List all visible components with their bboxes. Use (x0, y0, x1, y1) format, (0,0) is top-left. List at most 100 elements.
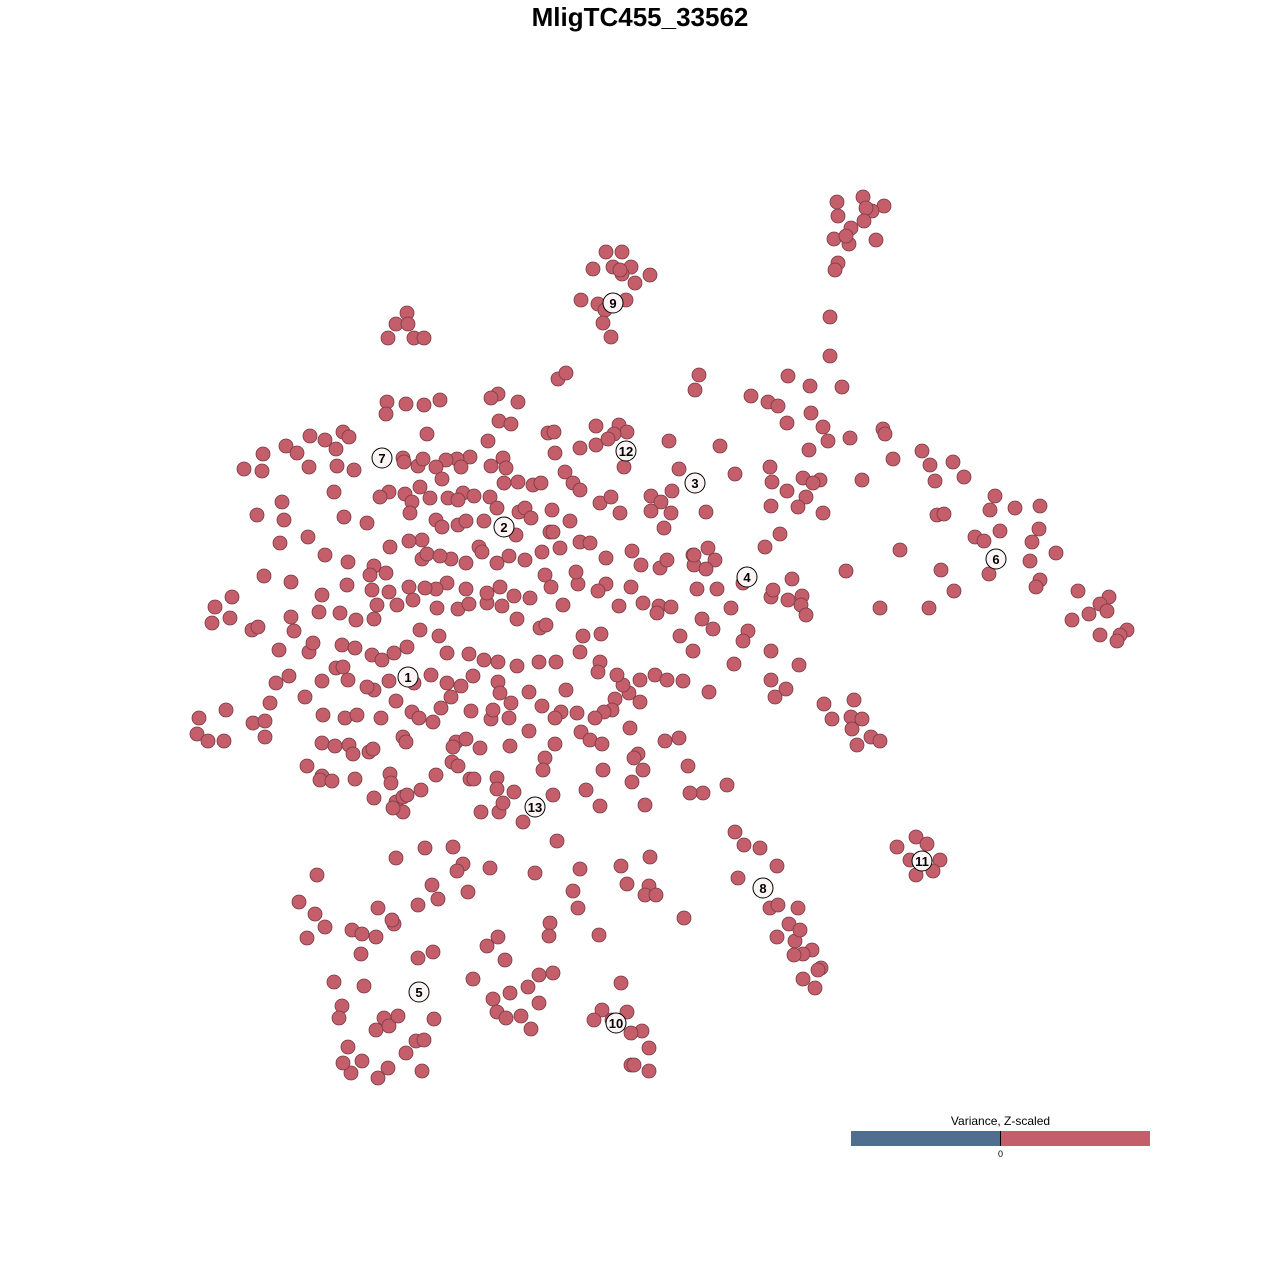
data-point (439, 645, 455, 661)
data-point (594, 1002, 610, 1018)
data-point (659, 672, 675, 688)
data-point (769, 929, 785, 945)
data-point (822, 348, 838, 364)
data-point (399, 787, 415, 803)
data-point (558, 682, 574, 698)
data-point (327, 738, 343, 754)
data-point (635, 595, 651, 611)
data-point (364, 582, 380, 598)
data-point (534, 544, 550, 560)
data-point (423, 667, 439, 683)
data-point (772, 526, 788, 542)
cluster-label-badge (752, 877, 774, 899)
data-point (289, 445, 305, 461)
data-point (981, 566, 997, 582)
cluster-label-2: 2 (493, 516, 515, 538)
data-point (366, 790, 382, 806)
data-point (479, 938, 495, 954)
cluster-label-text: 1 (404, 670, 411, 685)
data-point (792, 922, 808, 938)
data-point (877, 426, 893, 442)
data-point (588, 418, 604, 434)
cluster-label-9: 9 (602, 292, 624, 314)
data-point (262, 695, 278, 711)
data-point (381, 673, 397, 689)
data-point (250, 619, 266, 635)
data-point (872, 600, 888, 616)
data-point (335, 659, 351, 675)
cluster-label-text: 8 (759, 881, 766, 896)
data-point (547, 445, 563, 461)
data-point (820, 433, 836, 449)
data-point (686, 547, 702, 563)
data-point (1081, 606, 1097, 622)
data-point (431, 628, 447, 644)
data-point (582, 535, 598, 551)
cluster-label-badge (684, 472, 706, 494)
data-point (495, 795, 511, 811)
cluster-label-text: 13 (528, 800, 542, 815)
data-point (543, 579, 559, 595)
data-point (482, 489, 498, 505)
data-point (889, 839, 905, 855)
data-point (827, 262, 843, 278)
data-point (515, 814, 531, 830)
data-point (657, 733, 673, 749)
data-point (490, 929, 506, 945)
data-point (498, 460, 514, 476)
cluster-label-text: 7 (378, 451, 385, 466)
data-point (627, 275, 643, 291)
data-point (611, 598, 627, 614)
data-point (419, 426, 435, 442)
data-point (844, 721, 860, 737)
data-point (727, 466, 743, 482)
data-point (189, 726, 205, 742)
data-point (434, 471, 450, 487)
data-point (224, 589, 240, 605)
data-point (398, 396, 414, 412)
data-point (410, 950, 426, 966)
data-point (868, 232, 884, 248)
data-point (380, 1060, 396, 1076)
data-point (689, 581, 705, 597)
cluster-label-13: 13 (524, 796, 546, 818)
cluster-label-5: 5 (408, 981, 430, 1003)
data-point (643, 503, 659, 519)
data-point (834, 379, 850, 395)
data-point (735, 633, 751, 649)
data-point (578, 782, 594, 798)
data-point (204, 615, 220, 631)
data-point (328, 441, 344, 457)
data-point (510, 394, 526, 410)
data-point (1028, 579, 1044, 595)
data-point (535, 762, 551, 778)
data-point (422, 490, 438, 506)
cluster-label-6: 6 (985, 548, 1007, 570)
data-point (483, 458, 499, 474)
cluster-label-3: 3 (684, 472, 706, 494)
data-point (370, 1070, 386, 1086)
data-point (946, 583, 962, 599)
data-point (343, 1065, 359, 1081)
data-point (803, 405, 819, 421)
data-point (838, 563, 854, 579)
data-point (432, 548, 448, 564)
data-point (476, 652, 492, 668)
data-point (575, 628, 591, 644)
data-point (381, 584, 397, 600)
cluster-label-text: 4 (743, 570, 751, 585)
cluster-label-text: 6 (992, 552, 999, 567)
data-point (513, 1008, 529, 1024)
data-point (664, 483, 680, 499)
data-point (1024, 534, 1040, 550)
data-point (719, 777, 735, 793)
data-point (314, 673, 330, 689)
data-point (736, 837, 752, 853)
colorbar (851, 1131, 1150, 1146)
data-point (612, 262, 628, 278)
data-point (291, 894, 307, 910)
data-point (359, 679, 375, 695)
data-point (461, 596, 477, 612)
data-point (527, 865, 543, 881)
data-point (331, 1010, 347, 1026)
